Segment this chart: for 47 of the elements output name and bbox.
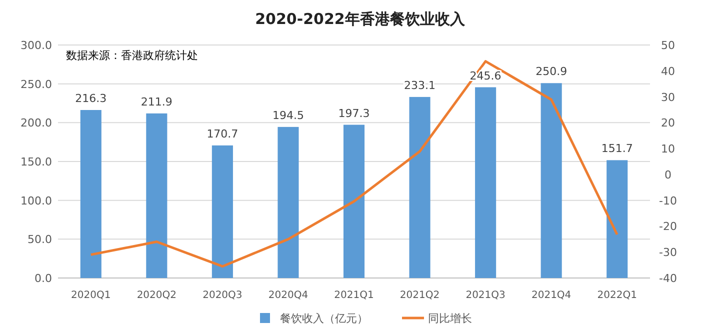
y2-tick-label: -40: [659, 272, 677, 285]
data-label: 250.9: [536, 65, 568, 78]
bar: [409, 96, 430, 278]
y-tick-label: 150.0: [20, 156, 52, 168]
x-tick-label: 2020Q2: [136, 290, 177, 301]
y2-tick-label: 10: [661, 142, 675, 156]
legend-label: 餐饮收入（亿元）: [280, 312, 368, 325]
y-tick-label: 100.0: [20, 194, 52, 208]
y2-tick-label: 0: [664, 168, 672, 182]
data-label: 194.5: [272, 108, 304, 122]
bar: [540, 83, 562, 278]
x-tick-label: 2022Q1: [597, 290, 637, 301]
legend-label: 同比增长: [428, 312, 472, 325]
data-label: 211.9: [140, 95, 172, 108]
bar: [146, 113, 168, 278]
bar: [343, 124, 365, 278]
data-label: 233.1: [404, 78, 436, 92]
y-tick-label: 50.0: [28, 233, 52, 246]
y-tick-label: 300.0: [20, 39, 52, 52]
y2-tick-label: 50: [661, 39, 675, 52]
y2-tick-label: 20: [661, 116, 675, 130]
x-tick-label: 2021Q3: [466, 290, 506, 301]
bar: [212, 145, 233, 278]
data-label: 170.7: [206, 127, 238, 140]
y-tick-label: 200.0: [20, 116, 52, 130]
x-tick-label: 2020Q3: [202, 290, 242, 301]
bar: [475, 87, 496, 278]
x-tick-label: 2020Q4: [268, 290, 308, 301]
data-label: 151.7: [601, 142, 633, 156]
y2-tick-label: -30: [659, 246, 677, 260]
data-label: 216.3: [75, 92, 107, 106]
bar: [606, 160, 628, 278]
chart-title: 2020-2022年香港餐饮业收入: [255, 10, 466, 28]
x-tick-label: 2021Q4: [531, 290, 572, 301]
bar: [80, 110, 102, 278]
annotation: 数据来源：香港政府统计处: [66, 49, 198, 62]
bar: [278, 126, 299, 278]
y-tick-label: 250.0: [20, 78, 52, 91]
y2-tick-label: 40: [661, 64, 675, 78]
x-tick-label: 2021Q1: [334, 290, 374, 301]
y2-tick-label: -20: [659, 220, 677, 234]
y2-tick-label: 30: [661, 90, 675, 104]
y-tick-label: 0.0: [34, 272, 52, 285]
data-label: 197.3: [338, 106, 370, 120]
x-tick-label: 2020Q1: [71, 290, 111, 301]
x-tick-label: 2021Q2: [400, 290, 440, 301]
y2-tick-label: -10: [659, 194, 677, 208]
